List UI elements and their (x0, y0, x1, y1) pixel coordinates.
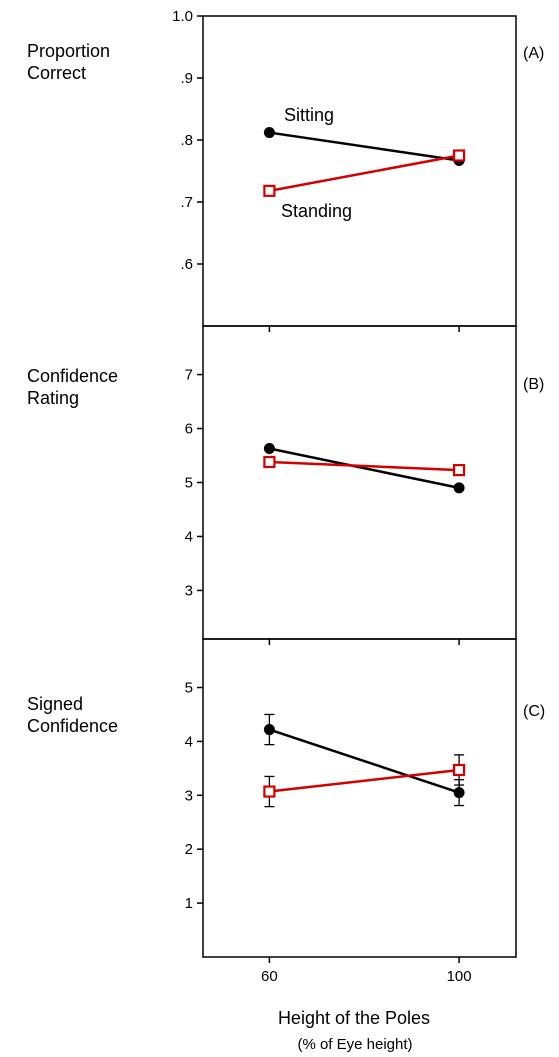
standing-point (452, 149, 466, 162)
sitting-point (453, 482, 465, 494)
standing-series-line (269, 154, 460, 193)
y-axis-label: Proportion (27, 41, 110, 61)
y-tick-label: .9 (180, 70, 193, 87)
y-axis-label: Correct (27, 63, 86, 83)
x-tick-label: 100 (447, 968, 472, 985)
standing-series-line (269, 768, 460, 793)
sitting-series-line (268, 728, 460, 794)
y-tick-label: 1 (185, 895, 193, 912)
sitting-series-line (269, 131, 460, 162)
sitting-point (263, 724, 275, 736)
sitting-series-line (269, 447, 460, 490)
y-tick-label: 7 (185, 367, 193, 384)
y-axis-label: Signed (27, 694, 83, 714)
standing-point (263, 785, 276, 798)
x-axis-sublabel: (% of Eye height) (297, 1036, 412, 1053)
sitting-point (263, 127, 275, 139)
y-tick-label: 4 (185, 528, 193, 545)
sitting-point (263, 443, 275, 455)
standing-point (452, 763, 466, 777)
y-tick-label: 2 (185, 841, 193, 858)
panel-letter: (C) (523, 703, 545, 720)
y-tick-label: 3 (185, 582, 193, 599)
y-tick-label: .8 (180, 132, 193, 149)
standing-point (452, 463, 466, 477)
y-tick-label: 5 (185, 475, 193, 492)
y-tick-label: .6 (180, 256, 193, 273)
standing-series-label: Standing (281, 201, 352, 221)
y-tick-label: 3 (185, 787, 193, 804)
standing-point (263, 184, 276, 197)
y-tick-label: 4 (185, 733, 193, 750)
y-axis-label: Confidence (27, 366, 118, 386)
panel-letter: (A) (523, 45, 544, 62)
y-tick-label: 1.0 (172, 8, 193, 25)
y-axis-label: Confidence (27, 716, 118, 736)
panel-b (197, 325, 517, 640)
sitting-series-label: Sitting (284, 105, 334, 125)
sitting-point (453, 787, 465, 799)
plot-frame (202, 638, 517, 958)
panel-letter: (B) (523, 376, 544, 393)
standing-series-line (269, 460, 460, 472)
y-tick-label: 6 (185, 421, 193, 438)
plot-frame (202, 15, 517, 327)
x-axis-label: Height of the Poles (278, 1008, 430, 1028)
y-tick-label: .7 (180, 194, 193, 211)
plot-frame (202, 325, 517, 640)
y-tick-label: 5 (185, 680, 193, 697)
panel-a (197, 15, 517, 327)
panel-c (197, 638, 517, 963)
y-axis-label: Rating (27, 388, 79, 408)
standing-point (263, 455, 276, 469)
x-tick-label: 60 (261, 968, 278, 985)
